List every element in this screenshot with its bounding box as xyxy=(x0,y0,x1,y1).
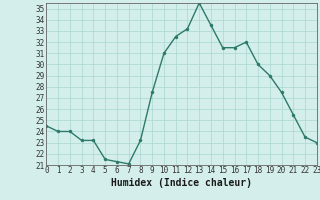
X-axis label: Humidex (Indice chaleur): Humidex (Indice chaleur) xyxy=(111,178,252,188)
